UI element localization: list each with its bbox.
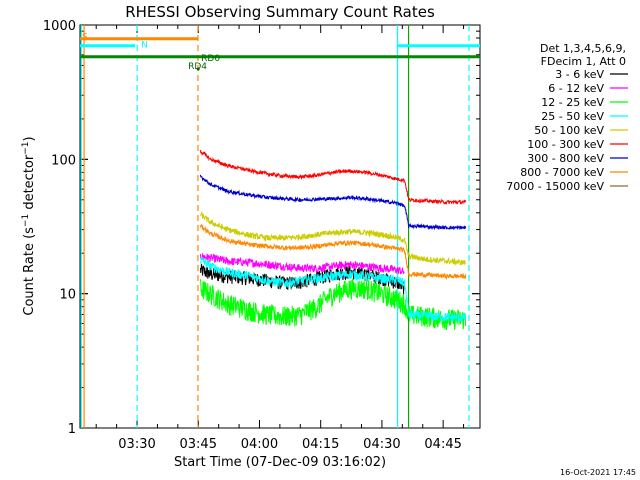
- series-line: [199, 256, 467, 323]
- y-tick-label: 10: [59, 288, 76, 303]
- y-axis-label: Count Rate (s−1 detector−1): [21, 136, 37, 315]
- series-line: [199, 253, 405, 275]
- series-line: [199, 210, 466, 266]
- x-tick-label: 04:30: [363, 437, 400, 452]
- legend-header: FDecim 1, Att 0: [541, 55, 626, 68]
- legend-label: 7000 - 15000 keV: [506, 180, 604, 193]
- legend-label: 25 - 50 keV: [541, 110, 604, 123]
- chart-title: RHESSI Observing Summary Count Rates: [125, 3, 435, 21]
- x-axis-label: Start Time (07-Dec-09 03:16:02): [174, 455, 386, 470]
- legend-label: 3 - 6 keV: [555, 68, 604, 81]
- flag-bars: [80, 37, 480, 59]
- legend-label: 50 - 100 keV: [534, 124, 604, 137]
- x-axis-ticks: 03:30 03:45 04:00 04:15 04:30 04:45: [95, 25, 465, 452]
- flag-label: RD0: [201, 54, 220, 64]
- x-tick-label: 04:45: [424, 437, 461, 452]
- legend-header: Det 1,3,4,5,6,9,: [540, 42, 626, 55]
- legend-label: 6 - 12 keV: [548, 82, 604, 95]
- x-tick-label: 03:30: [118, 437, 155, 452]
- flag-label: N: [141, 40, 148, 50]
- legend-label: 100 - 300 keV: [527, 138, 604, 151]
- series-line: [199, 223, 467, 280]
- series-line: [199, 149, 467, 206]
- series-lines: [199, 149, 467, 331]
- y-tick-label: 1: [68, 422, 76, 437]
- legend: Det 1,3,4,5,6,9,FDecim 1, Att 03 - 6 keV…: [506, 42, 628, 193]
- legend-label: 300 - 800 keV: [527, 152, 604, 165]
- footer-timestamp: 16-Oct-2021 17:45: [560, 468, 636, 477]
- x-tick-label: 03:45: [180, 437, 217, 452]
- y-tick-label: 100: [51, 153, 76, 168]
- flag-marker: [196, 67, 200, 71]
- legend-label: 800 - 7000 keV: [520, 166, 604, 179]
- y-tick-label: 1000: [43, 19, 76, 34]
- flag-label: RD4: [188, 62, 207, 72]
- x-tick-label: 04:15: [302, 437, 339, 452]
- series-line: [199, 174, 467, 231]
- y-axis-ticks: 1 10 100 1000: [43, 19, 480, 437]
- flag-label: S: [82, 32, 88, 42]
- x-tick-label: 04:00: [241, 437, 278, 452]
- legend-label: 12 - 25 keV: [541, 96, 604, 109]
